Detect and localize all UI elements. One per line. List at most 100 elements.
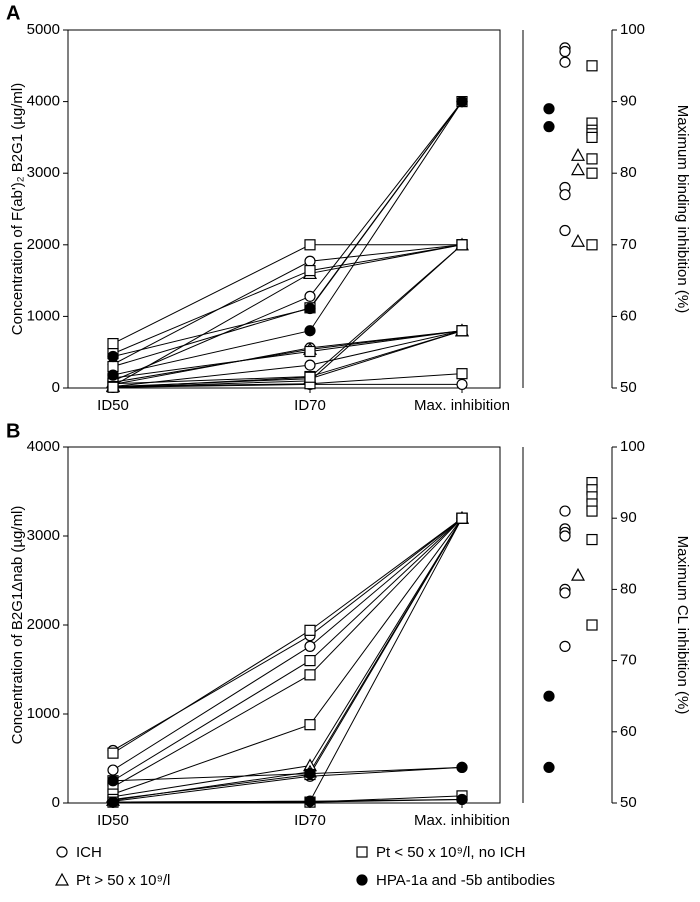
x-tick-label: ID70 — [294, 397, 326, 414]
y-tick-label: 0 — [52, 794, 60, 811]
panel-label: A — [6, 2, 20, 24]
data-point — [586, 239, 598, 251]
data-point — [559, 56, 571, 68]
y-tick-label: 70 — [620, 652, 637, 669]
y-tick-label: 5000 — [27, 21, 60, 38]
data-point — [304, 359, 316, 371]
data-point — [559, 587, 571, 599]
data-point — [304, 371, 316, 383]
patient-line — [112, 101, 463, 376]
data-point — [107, 764, 119, 776]
data-point — [586, 167, 598, 179]
patient-line — [112, 517, 463, 795]
data-point — [304, 290, 316, 302]
patient-line — [112, 766, 463, 802]
y-tick-label: 80 — [620, 164, 637, 181]
data-point — [107, 369, 119, 381]
data-point — [456, 95, 468, 108]
patient-line — [112, 101, 463, 367]
panel-label: B — [6, 420, 20, 442]
data-point — [107, 381, 119, 393]
data-point — [304, 669, 316, 681]
y-tick-label: 2000 — [27, 236, 60, 253]
y-tick-label: 90 — [620, 93, 637, 110]
data-point — [570, 233, 586, 247]
data-point — [107, 350, 119, 363]
y-tick-label: 50 — [620, 794, 637, 811]
y-tick-label: 1000 — [27, 307, 60, 324]
data-point — [304, 624, 316, 636]
patient-line — [112, 517, 463, 754]
y-axis-label: Concentration of B2G1Δnab (µg/ml) — [9, 506, 26, 745]
data-point — [559, 189, 571, 201]
patient-line — [112, 244, 463, 388]
data-point — [559, 505, 571, 517]
data-point — [304, 325, 316, 337]
legend-label: Pt > 50 x 10⁹/l — [76, 872, 170, 889]
data-point — [107, 338, 119, 350]
patient-line — [112, 244, 462, 345]
legend-label: HPA-1a and -5b antibodies — [376, 872, 555, 889]
data-point — [543, 121, 555, 133]
y-tick-label: 80 — [620, 580, 637, 597]
patient-line — [112, 517, 463, 798]
y-tick-label: 0 — [52, 379, 60, 396]
legend-marker — [356, 874, 368, 886]
y-tick-label: 50 — [620, 379, 637, 396]
data-point — [456, 378, 468, 391]
data-point — [456, 368, 468, 380]
y-tick-label: 100 — [620, 438, 645, 455]
y-tick-label: 90 — [620, 509, 637, 526]
legend-label: ICH — [76, 844, 102, 861]
patient-line — [112, 330, 463, 379]
legend-marker — [54, 872, 70, 886]
y-tick-label: 3000 — [27, 527, 60, 544]
y-tick-label: 3000 — [27, 164, 60, 181]
data-point — [456, 325, 468, 337]
y-tick-label: 60 — [620, 307, 637, 324]
y-tick-label: 1000 — [27, 705, 60, 722]
data-point — [107, 747, 119, 759]
data-point — [586, 60, 598, 72]
x-tick-label: ID50 — [97, 397, 129, 414]
data-point — [543, 761, 555, 774]
x-tick-label: Max. inhibition — [414, 812, 510, 829]
x-tick-label: Max. inhibition — [414, 397, 510, 414]
data-point — [586, 619, 598, 631]
data-point — [559, 640, 571, 652]
data-point — [559, 530, 571, 542]
patient-line — [112, 517, 463, 751]
data-point — [570, 148, 586, 161]
data-point — [586, 131, 598, 143]
x-tick-label: ID50 — [97, 812, 129, 829]
data-point — [304, 640, 316, 652]
data-point — [456, 793, 468, 806]
data-point — [543, 103, 555, 115]
legend-marker — [56, 846, 68, 858]
data-point — [304, 768, 316, 780]
plot-frame — [67, 29, 501, 389]
data-point — [456, 239, 468, 251]
data-point — [304, 302, 316, 315]
data-point — [559, 45, 571, 58]
y-axis-label: Maximum CL inhibition (%) — [674, 536, 691, 715]
data-point — [570, 567, 586, 581]
y-tick-label: 60 — [620, 723, 637, 740]
data-point — [304, 345, 316, 358]
x-tick-label: ID70 — [294, 812, 326, 829]
patient-line — [112, 517, 463, 801]
patient-line — [112, 101, 463, 382]
data-point — [107, 796, 119, 808]
y-tick-label: 2000 — [27, 616, 60, 633]
data-point — [586, 153, 598, 165]
patient-line — [112, 244, 463, 388]
data-point — [543, 690, 555, 702]
data-point — [304, 795, 316, 807]
y-tick-label: 4000 — [27, 438, 60, 455]
y-axis-label: Concentration of F(ab')₂ B2G1 (µg/ml) — [9, 83, 26, 335]
plot-frame — [67, 446, 501, 804]
data-point — [586, 533, 598, 546]
patient-line — [112, 517, 463, 782]
data-point — [304, 264, 316, 277]
